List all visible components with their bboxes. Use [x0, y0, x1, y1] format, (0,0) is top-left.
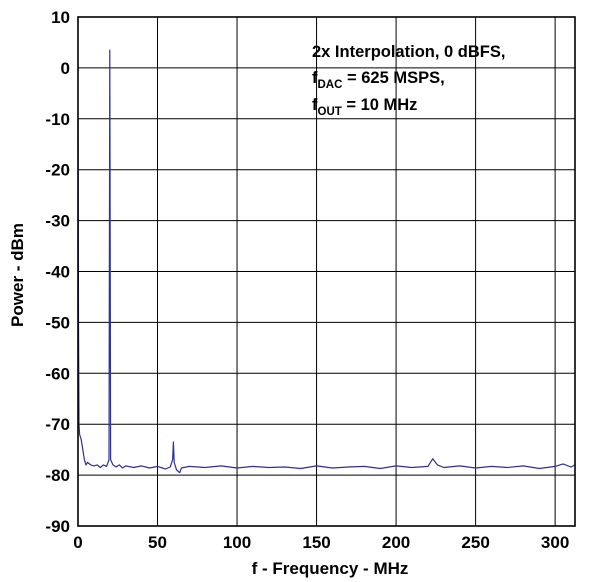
y-axis-label: Power - dBm	[8, 223, 27, 327]
y-tick-label: -80	[45, 466, 70, 485]
x-tick-label: 150	[302, 533, 330, 552]
y-tick-label: 10	[51, 8, 70, 27]
annotation-line-2-main: f	[312, 69, 318, 87]
y-tick-label: -20	[45, 161, 70, 180]
y-tick-label: -50	[45, 313, 70, 332]
annotation-line-2-sub: DAC	[318, 79, 343, 91]
y-tick-label: 0	[61, 59, 70, 78]
y-tick-label: -30	[45, 212, 70, 231]
annotation-line-3-main: f	[312, 96, 318, 114]
series-layer	[77, 49, 576, 474]
grid	[77, 16, 575, 527]
x-tick-label: 0	[73, 533, 82, 552]
annotation-line-2-rest: = 625 MSPS,	[342, 69, 444, 87]
x-axis-label: f - Frequency - MHz	[252, 559, 409, 578]
x-tick-label: 300	[541, 533, 569, 552]
y-tick-label: -10	[45, 110, 70, 129]
x-tick-label: 250	[461, 533, 489, 552]
tick-labels: 0 50 100 150 200 250 300100-10-20-30-40-50-60-…	[45, 8, 569, 552]
annotation-line-3: fOUT = 10 MHz	[312, 96, 417, 118]
x-tick-label: 100	[223, 533, 251, 552]
y-tick-label: -40	[45, 263, 70, 282]
y-tick-label: -70	[45, 415, 70, 434]
annotation-line-1: 2x Interpolation, 0 dBFS,	[312, 43, 505, 61]
annotation: 2x Interpolation, 0 dBFS, fDAC = 625 MSP…	[312, 43, 505, 118]
x-tick-label: 200	[382, 533, 410, 552]
x-tick-label: 50	[148, 533, 167, 552]
annotation-line-3-sub: OUT	[318, 106, 342, 118]
annotation-line-3-rest: = 10 MHz	[342, 96, 418, 114]
y-tick-label: -90	[45, 517, 70, 536]
y-tick-label: -60	[45, 364, 70, 383]
spectrum-line	[77, 49, 576, 474]
plot-frame	[77, 16, 576, 527]
annotation-line-2: fDAC = 625 MSPS,	[312, 69, 445, 91]
